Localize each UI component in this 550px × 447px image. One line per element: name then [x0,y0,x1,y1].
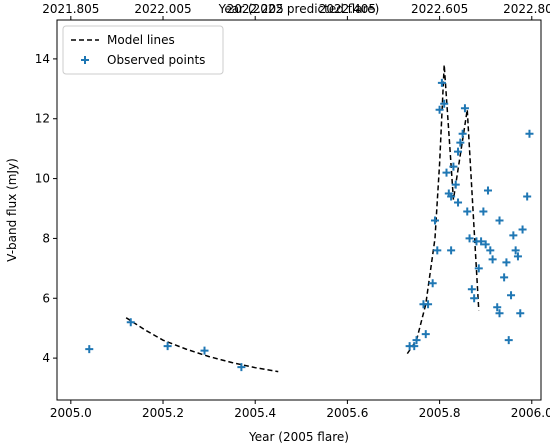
observed-point [454,147,463,156]
observed-point [470,294,479,303]
observed-point [237,363,246,372]
observed-point [516,309,525,318]
observed-point [440,99,449,108]
x2-tick-label: 2022.805 [503,2,550,16]
x2-tick-label: 2021.805 [42,2,99,16]
observed-point [421,330,430,339]
observed-point [479,207,488,216]
observed-point [163,342,172,351]
x-tick-label: 2005.4 [234,406,276,420]
x2-tick-label: 2022.005 [134,2,191,16]
observed-point [495,309,504,318]
x-axis-label: Year (2005 flare) [248,430,349,444]
observed-point [424,300,433,309]
observed-point [451,180,460,189]
y-tick-label: 12 [35,112,50,126]
observed-point [435,105,444,114]
observed-point [523,192,532,201]
observed-point [509,231,518,240]
x-tick-label: 2005.2 [142,406,184,420]
legend-label: Observed points [107,53,205,67]
x-tick-label: 2005.0 [50,406,92,420]
observed-point [412,336,421,345]
observed-point [504,336,513,345]
observed-point [467,285,476,294]
observed-point [513,252,522,261]
y-tick-label: 14 [35,52,50,66]
x-tick-label: 2005.6 [326,406,368,420]
observed-point [486,246,495,255]
x-tick-label: 2006.0 [511,406,550,420]
observed-point [465,234,474,243]
observed-point [85,345,94,354]
y-tick-label: 4 [42,351,50,365]
observed-point [433,246,442,255]
observed-point [460,104,469,113]
observed-point [507,291,516,300]
y-tick-label: 10 [35,172,50,186]
observed-point [447,192,456,201]
x-tick-label: 2005.8 [419,406,461,420]
observed-point [483,186,492,195]
observed-point [481,240,490,249]
x2-tick-label: 2022.405 [319,2,376,16]
plot-frame [56,19,542,401]
observed-point [442,168,451,177]
observed-point [410,342,419,351]
y-axis-label: V-band flux (mJy) [5,158,19,262]
observed-point [126,318,135,327]
y-tick-label: 8 [42,231,50,245]
x2-tick-label: 2022.205 [227,2,284,16]
observed-point [449,162,458,171]
observed-point [518,225,527,234]
observed-point [502,258,511,267]
x2-tick-label: 2022.605 [411,2,468,16]
observed-point [428,279,437,288]
observed-point [500,273,509,282]
observed-point [525,129,534,138]
observed-point [493,303,502,312]
observed-point [430,216,439,225]
x2-axis-label: Year (2022 predicted flare) [218,2,380,16]
observed-point [454,198,463,207]
observed-point [463,207,472,216]
observed-point [200,346,209,355]
observed-point [477,237,486,246]
legend-swatch [81,56,89,64]
legend-box [62,25,224,75]
model-line [125,64,480,373]
observed-point [447,246,456,255]
observed-point [458,129,467,138]
legend-label: Model lines [107,33,175,47]
observed-point [456,138,465,147]
observed-point [437,78,446,87]
observed-point [488,255,497,264]
y-tick-label: 6 [42,291,50,305]
observed-point [474,264,483,273]
observed-point [495,216,504,225]
observed-point [511,246,520,255]
